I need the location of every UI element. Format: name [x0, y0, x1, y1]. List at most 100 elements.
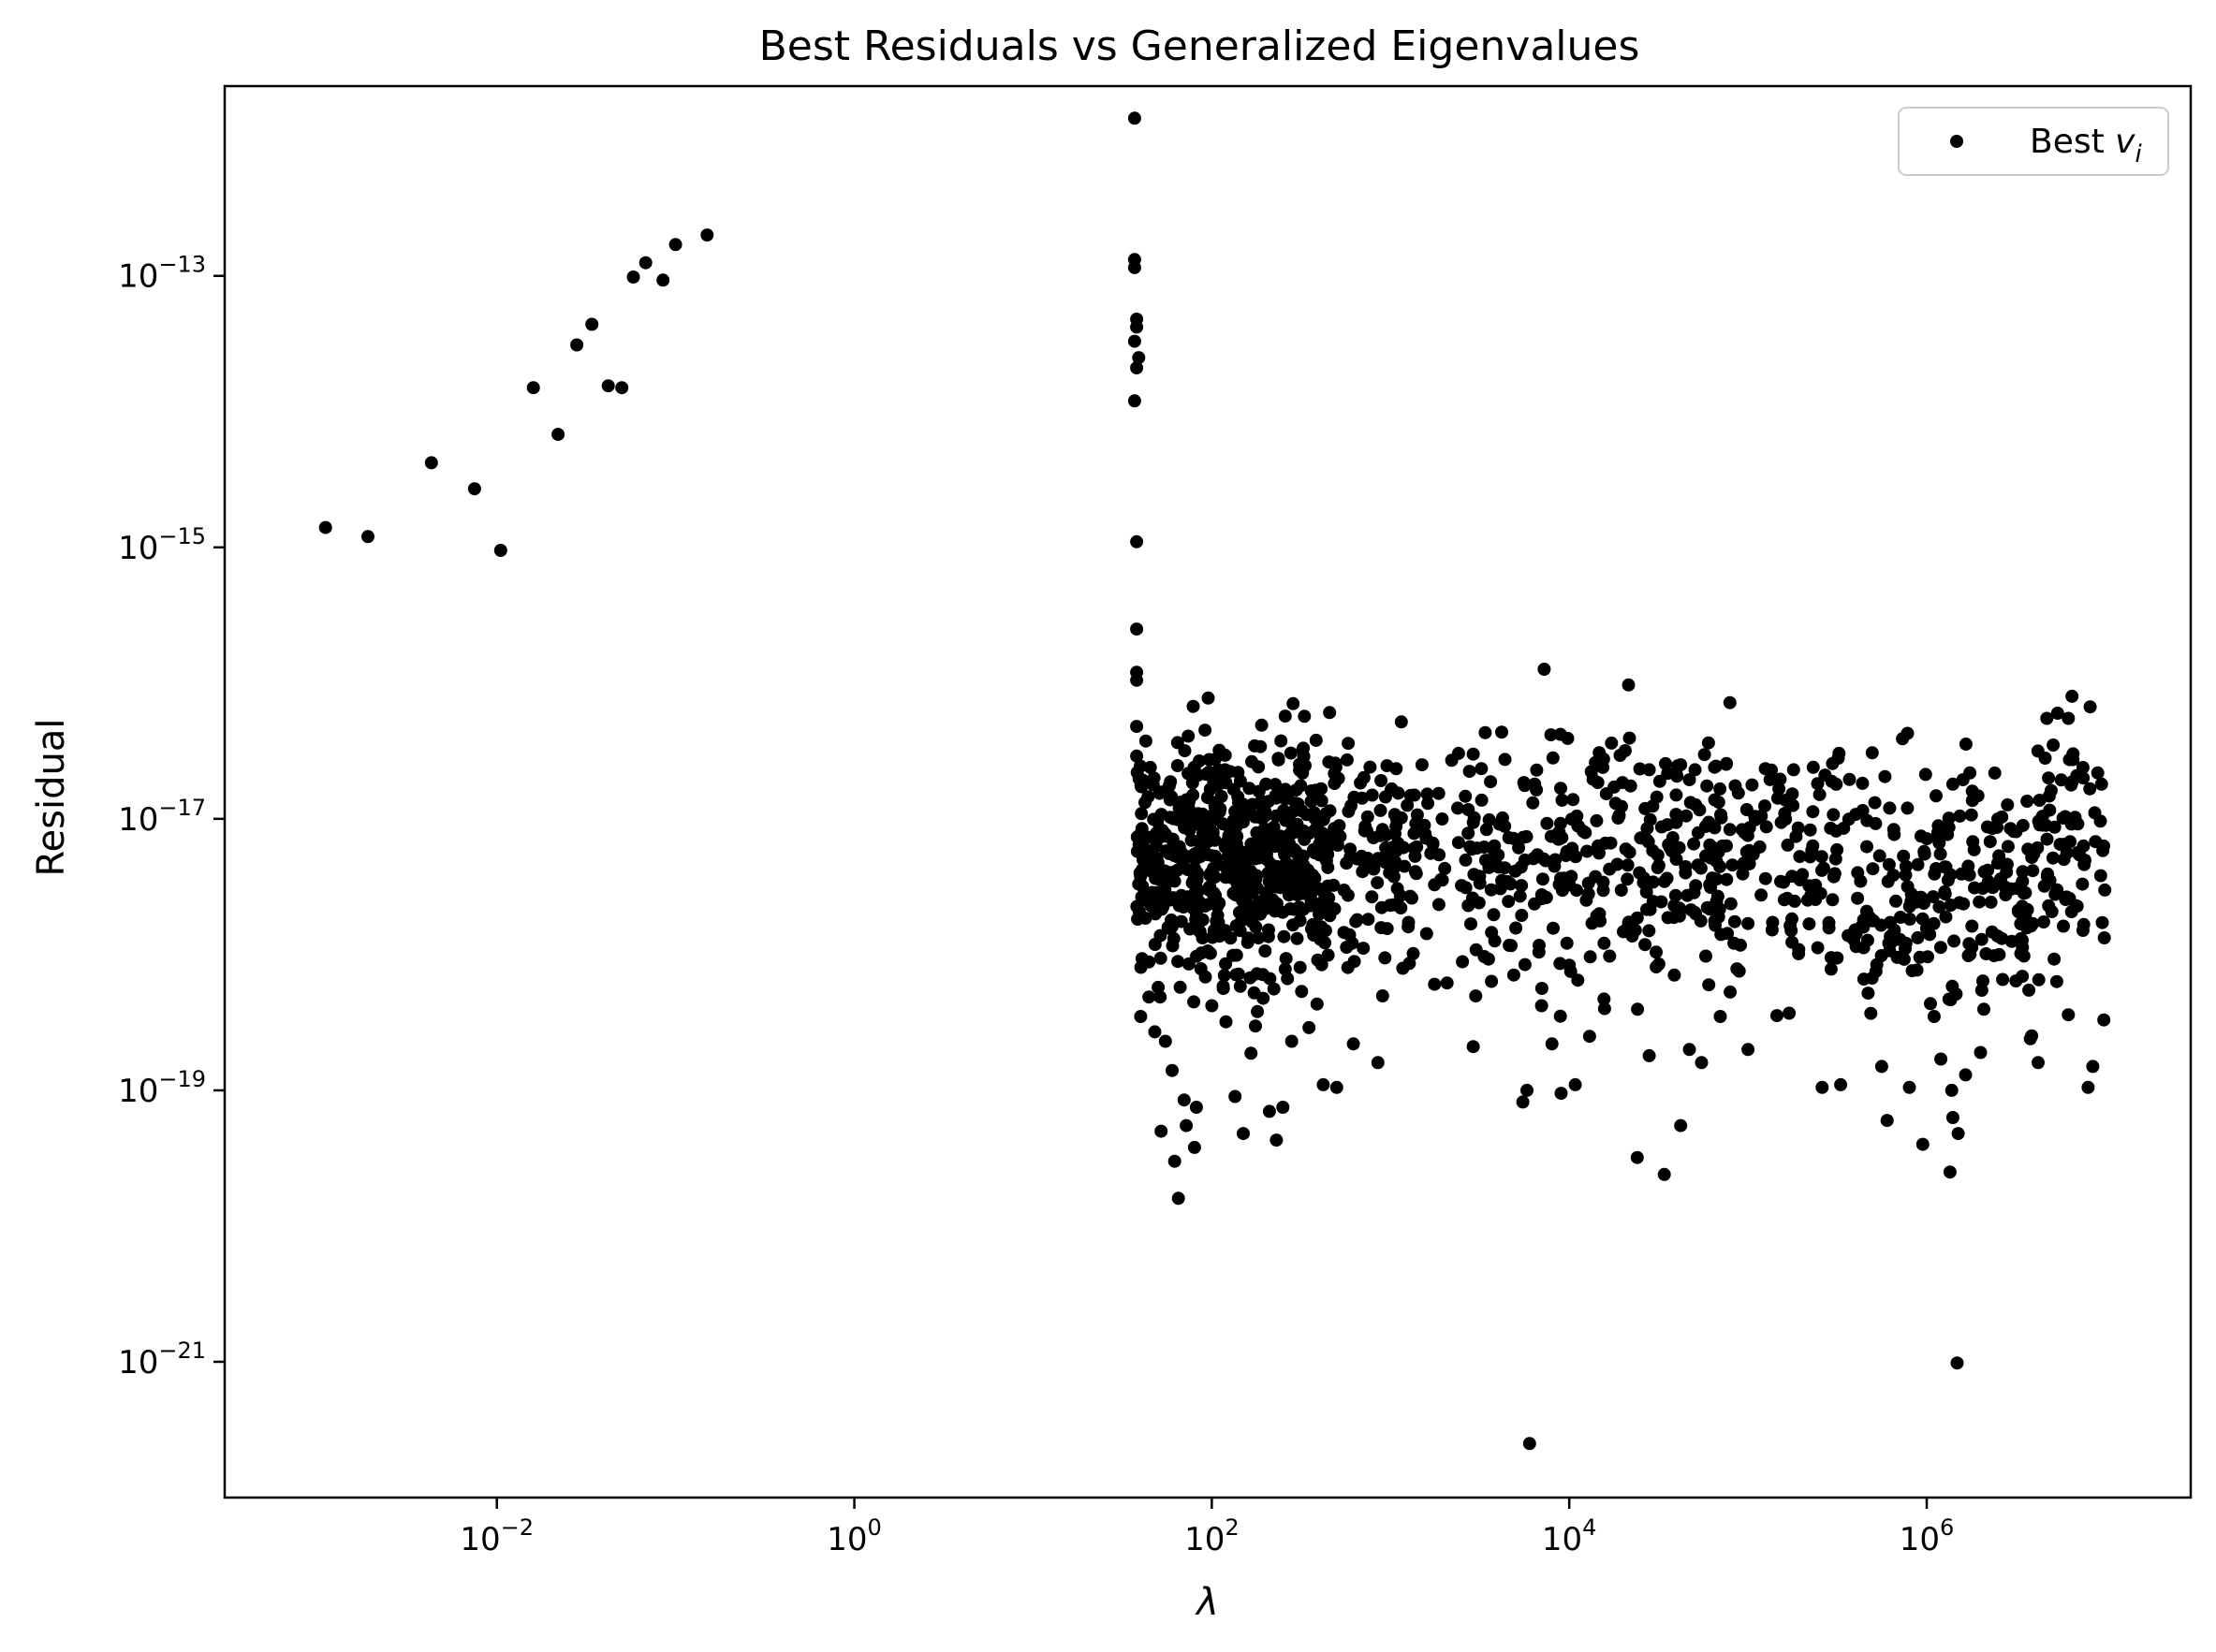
data-point [1811, 777, 1825, 791]
data-point [1874, 1060, 1888, 1074]
data-point [1232, 796, 1245, 810]
data-point [1687, 837, 1701, 851]
data-point [1236, 815, 1250, 829]
data-point [1310, 997, 1324, 1011]
data-point [1650, 790, 1664, 804]
legend: Best vi [1898, 107, 2169, 176]
data-point [1712, 902, 1726, 916]
data-point [1466, 1040, 1480, 1054]
data-point [2083, 782, 2097, 796]
data-point [1856, 776, 1870, 790]
data-point [1357, 942, 1371, 956]
data-point [1518, 779, 1532, 793]
data-point [1130, 673, 1144, 687]
data-point [1297, 902, 1311, 916]
data-point [1783, 1006, 1797, 1020]
data-point [1286, 696, 1300, 710]
data-point [1608, 797, 1622, 811]
data-point [1170, 736, 1184, 750]
data-point [1153, 951, 1167, 965]
data-point [2031, 744, 2045, 758]
data-point [1535, 872, 1549, 886]
data-point [1196, 813, 1211, 827]
data-point [1229, 968, 1243, 982]
data-point [1512, 841, 1526, 855]
data-point [1811, 941, 1825, 955]
data-point [2077, 917, 2091, 931]
chart-title: Best Residuals vs Generalized Eigenvalue… [759, 22, 1640, 70]
data-point [1941, 873, 1955, 887]
data-point [1526, 796, 1540, 810]
data-point [551, 428, 565, 442]
data-point [1695, 1056, 1709, 1070]
data-point [1302, 1020, 1316, 1034]
data-point [1688, 763, 1702, 777]
data-point [1535, 892, 1548, 906]
data-point [1830, 951, 1844, 965]
data-point [1923, 928, 1937, 942]
data-point [2022, 983, 2036, 997]
data-point [1913, 950, 1927, 964]
data-point [2071, 846, 2085, 859]
data-point [1208, 849, 1222, 863]
data-point [1208, 833, 1222, 847]
data-point [1586, 772, 1600, 786]
data-point [1375, 823, 1389, 837]
data-point [1481, 952, 1495, 966]
data-point [1856, 913, 1871, 927]
data-point [1708, 821, 1722, 835]
data-point [1553, 1009, 1567, 1023]
data-point [1187, 1140, 1201, 1154]
data-point [1828, 852, 1842, 866]
data-point [1758, 762, 1772, 776]
data-point [1261, 929, 1275, 943]
data-point [1616, 776, 1629, 790]
data-point [1410, 808, 1424, 822]
data-point [1631, 1002, 1645, 1016]
data-point [1135, 807, 1149, 821]
data-point [2091, 766, 2105, 780]
data-point [1597, 1001, 1611, 1016]
data-point [2086, 1060, 2100, 1074]
data-point [1170, 759, 1184, 772]
data-point [2097, 839, 2110, 853]
data-point [1943, 1165, 1957, 1179]
data-point [2093, 814, 2107, 828]
data-point [1201, 944, 1214, 958]
data-point [1166, 870, 1180, 884]
data-point [1417, 818, 1431, 832]
data-point [1709, 918, 1722, 932]
data-point [1291, 825, 1305, 839]
data-point [1167, 1154, 1181, 1168]
data-point [1484, 775, 1498, 789]
data-point [1670, 769, 1684, 783]
data-point [1741, 1043, 1755, 1057]
data-point [1933, 941, 1947, 955]
data-point [1277, 803, 1291, 817]
data-point [1343, 928, 1357, 942]
data-point [1343, 842, 1357, 856]
data-point [2016, 933, 2029, 947]
data-point [1212, 896, 1226, 910]
data-point [1218, 748, 1232, 762]
data-point [1156, 826, 1170, 840]
data-point [1188, 862, 1201, 876]
data-point [2062, 711, 2076, 725]
data-point [1713, 782, 1727, 796]
data-point [1164, 917, 1178, 931]
data-point [1151, 814, 1165, 828]
data-point [1240, 935, 1255, 949]
data-point [1389, 843, 1403, 857]
data-point [1691, 858, 1705, 872]
data-point [2016, 865, 2030, 879]
data-point [1130, 622, 1144, 636]
data-point [1244, 864, 1257, 878]
data-point [1380, 922, 1394, 936]
data-point [1770, 1009, 1783, 1023]
data-point [1596, 760, 1610, 774]
data-point [1534, 999, 1548, 1013]
data-point [2068, 811, 2082, 825]
data-point [1934, 1052, 1948, 1066]
data-point [1786, 798, 1800, 812]
data-point [1252, 760, 1266, 774]
